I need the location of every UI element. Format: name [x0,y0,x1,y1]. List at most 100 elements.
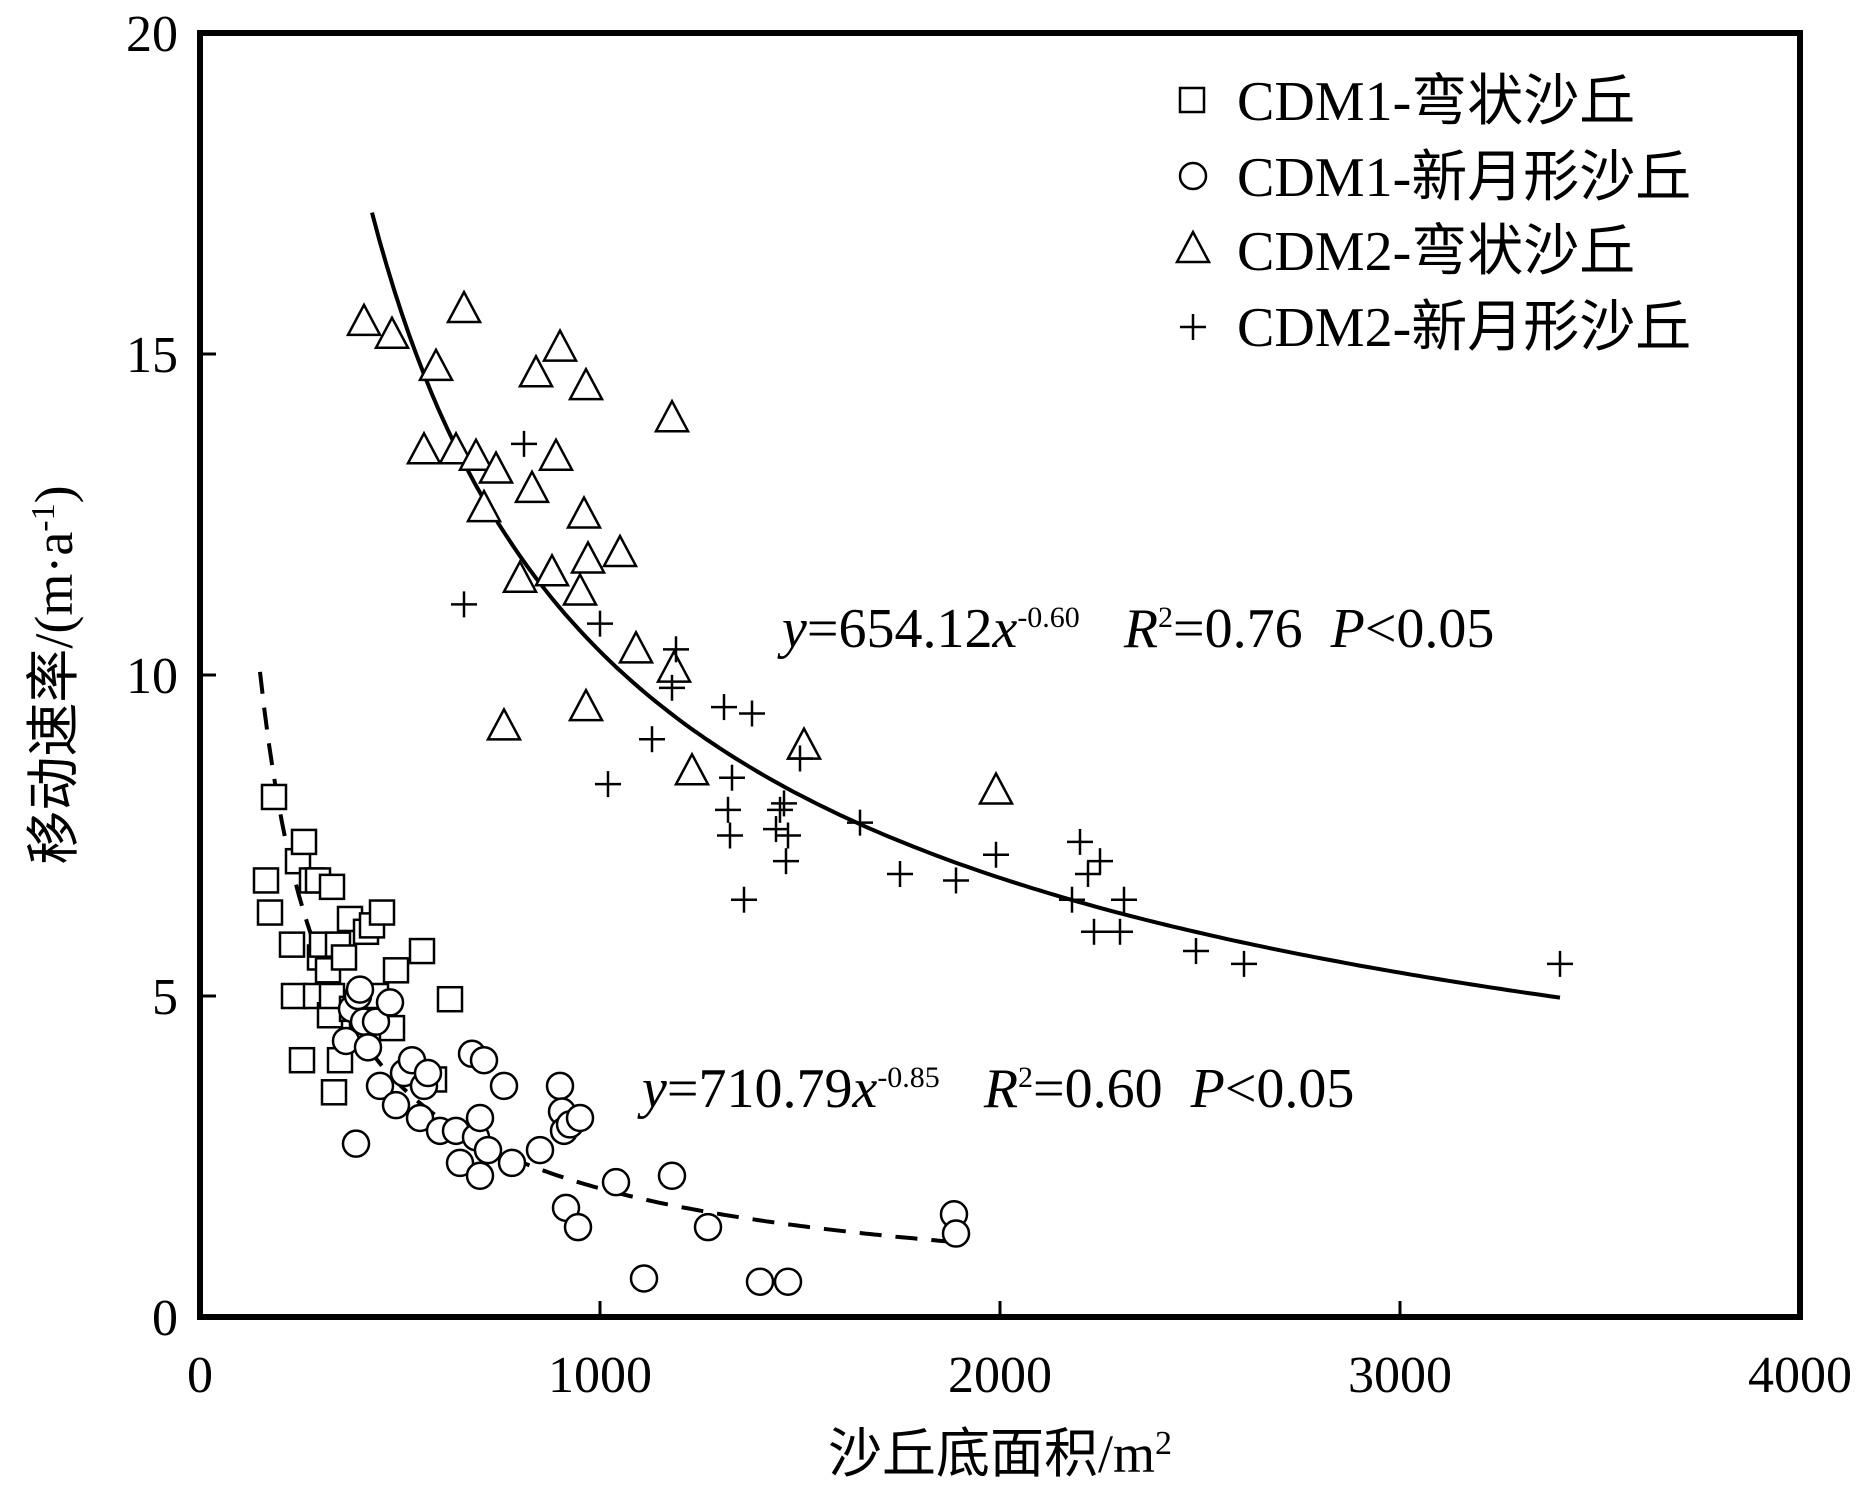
y-tick-label: 20 [126,6,178,63]
point-plus [717,822,743,849]
x-tick-label: 2000 [948,1347,1052,1404]
point-circle [497,1148,527,1178]
fit-equation-lower: y=710.79x-0.85 R2=0.60 P<0.05 [637,1058,1354,1120]
point-plus [1087,848,1113,875]
point-circle [563,1212,593,1242]
point-circle [405,1103,435,1133]
point-plus [1231,950,1257,977]
point-plus [719,764,745,791]
point-triangle [569,539,607,574]
point-triangle [655,648,693,683]
point-square [330,944,358,971]
point-plus [847,809,873,836]
point-square [278,931,306,958]
legend-label-cdm2-arc: CDM2-弯状沙丘 [1237,221,1635,283]
point-circle [413,1058,443,1088]
y-axis-title: 移动速率/(m·a-1) [24,485,84,864]
point-circle [361,1007,391,1036]
x-tick-label: 3000 [1348,1347,1452,1404]
fit-equation-upper: y=654.12x-0.60 R2=0.76 P<0.05 [777,598,1494,660]
y-tick-label: 0 [152,1290,178,1347]
point-square [290,828,318,856]
point-triangle [601,533,639,568]
point-square [280,982,308,1010]
point-plus [763,816,789,843]
x-tick-label: 4000 [1748,1347,1852,1404]
point-plus [587,610,613,637]
point-plus [595,771,621,798]
point-triangle [373,315,411,349]
point-circle [601,1167,631,1197]
point-triangle [977,770,1015,805]
point-circle [365,1071,395,1101]
y-axis-ticks: 0 5 10 15 20 [126,6,216,1347]
point-circle [465,1103,495,1133]
point-circle [773,1267,803,1296]
point-square [288,1046,316,1074]
x-axis-ticks: 0 1000 2000 3000 4000 [187,1301,1852,1404]
point-plus [887,861,913,888]
point-triangle [465,488,503,523]
point-triangle [533,552,571,587]
legend-marker-circle [1178,161,1208,191]
point-triangle [653,398,691,433]
point-plus [715,796,741,823]
x-tick-label: 1000 [548,1347,652,1404]
point-plus [775,822,801,849]
point-circle [693,1212,723,1242]
point-plus [451,591,477,618]
point-plus [1547,950,1573,977]
point-square [368,899,396,926]
point-circle [341,1129,371,1158]
point-square [320,1079,348,1106]
point-circle [469,1045,499,1075]
point-plus [639,726,665,753]
point-square [256,899,284,926]
point-circle [525,1135,555,1165]
point-plus [659,674,685,701]
point-triangle [501,559,539,593]
point-circle [489,1071,519,1101]
point-square [408,937,436,965]
point-triangle [565,494,603,529]
point-circle [565,1103,595,1133]
point-triangle [445,289,483,324]
point-circle [445,1148,475,1178]
y-tick-label: 15 [126,327,178,384]
point-circle [545,1071,575,1101]
point-triangle [345,302,383,337]
point-square [382,957,410,984]
point-plus [711,694,737,721]
legend-label-cdm2-crescent: CDM2-新月形沙丘 [1237,297,1691,359]
point-circle [345,975,375,1004]
point-circle [375,988,405,1017]
y-tick-label: 10 [126,648,178,705]
point-circle [465,1161,495,1191]
point-square [260,783,288,811]
point-plus [983,841,1009,868]
y-tick-label: 5 [152,969,178,1026]
point-plus [739,700,765,727]
fit-curve-cdm2 [370,212,1561,1000]
point-triangle [457,437,495,471]
point-plus [1183,938,1209,965]
point-square [318,873,346,901]
point-square [252,867,280,894]
point-plus [943,867,969,894]
point-plus [771,790,797,817]
point-triangle [567,687,605,722]
point-triangle [617,629,655,664]
data-points [252,289,1573,1296]
point-plus [1075,861,1101,888]
point-plus [787,745,813,772]
legend-marker-square [1178,86,1206,114]
point-triangle [417,347,455,382]
legend-marker-triangle [1174,229,1212,264]
legend-label-cdm1-crescent: CDM1-新月形沙丘 [1237,147,1691,209]
x-tick-label: 0 [187,1347,213,1404]
point-triangle [477,449,515,484]
x-axis-title: 沙丘底面积/m2 [828,1424,1172,1484]
point-circle [941,1219,971,1248]
point-triangle [541,327,579,362]
point-plus [663,636,689,663]
